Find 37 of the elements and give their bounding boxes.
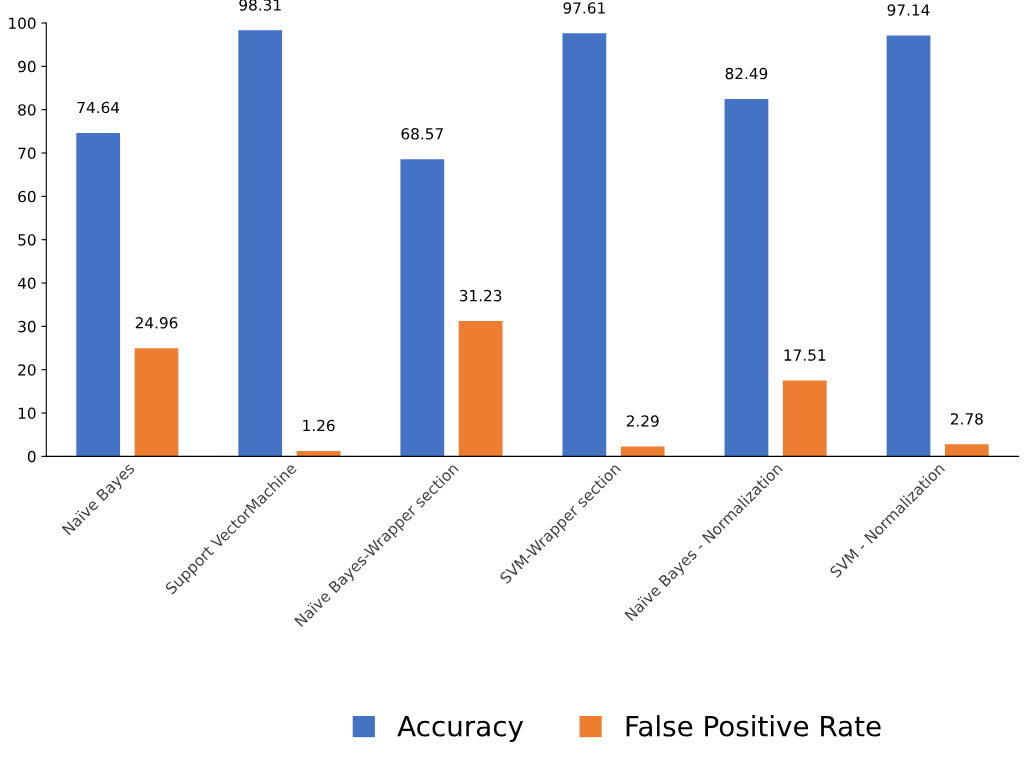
bar xyxy=(944,444,989,457)
y-tick-label: 80 xyxy=(18,104,36,116)
legend-label: False Positive Rate xyxy=(626,715,881,737)
legend-label: Accuracy xyxy=(397,715,524,742)
data-label: 97.61 xyxy=(563,2,605,14)
bar xyxy=(238,30,283,457)
data-label: 17.51 xyxy=(784,349,826,361)
data-label: 31.23 xyxy=(459,289,502,302)
data-label: 74.64 xyxy=(77,101,120,114)
data-label: 24.96 xyxy=(135,317,178,329)
data-label: 68.57 xyxy=(401,128,443,140)
bar xyxy=(296,450,341,457)
data-label: 97.14 xyxy=(887,4,930,16)
y-tick-label: 30 xyxy=(18,320,36,333)
bar xyxy=(782,380,827,457)
data-label: 2.29 xyxy=(626,415,659,427)
data-label: 2.78 xyxy=(950,413,983,425)
bar xyxy=(886,35,931,457)
y-tick-label: 100 xyxy=(9,17,36,30)
y-tick-label: 40 xyxy=(17,277,36,290)
y-tick-label: 60 xyxy=(18,190,36,203)
bar xyxy=(620,446,665,457)
bar xyxy=(400,159,445,457)
bar xyxy=(562,33,607,457)
data-label: 98.31 xyxy=(239,0,281,11)
y-tick-label: 20 xyxy=(18,364,36,376)
bar xyxy=(134,348,179,457)
y-tick-label: 50 xyxy=(18,234,36,246)
y-tick-label: 0 xyxy=(27,450,36,463)
data-label: 82.49 xyxy=(725,67,768,80)
y-tick-label: 90 xyxy=(18,60,36,73)
bar xyxy=(458,321,503,457)
bar xyxy=(724,98,769,457)
data-label: 1.26 xyxy=(303,419,335,432)
y-tick-label: 10 xyxy=(18,407,36,420)
y-tick-label: 70 xyxy=(18,147,36,160)
bar xyxy=(76,132,121,457)
